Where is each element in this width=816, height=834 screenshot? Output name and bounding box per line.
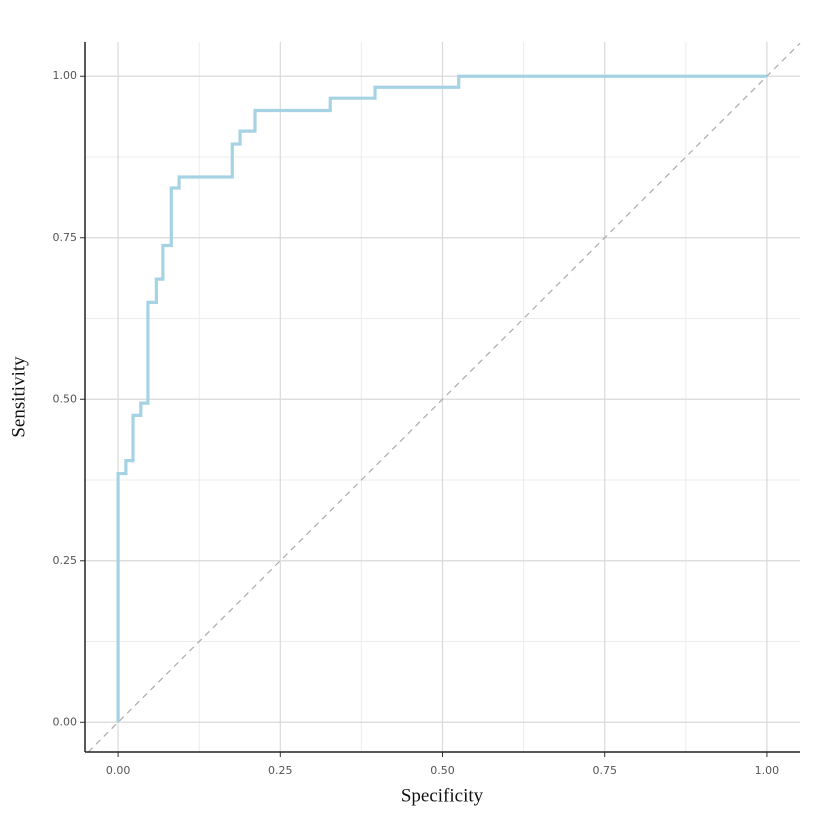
y-axis-title: Sensitivity [8,356,29,438]
x-tick-label: 0.75 [592,764,617,777]
x-tick-label: 0.00 [106,764,131,777]
x-tick-label: 1.00 [755,764,780,777]
roc-curve [116,74,767,723]
reference-line [87,42,801,753]
y-tick-label: 0.50 [53,392,78,405]
y-tick-label: 1.00 [53,69,78,82]
y-tick-label: 0.25 [53,554,78,567]
x-tick-label: 0.25 [268,764,293,777]
x-axis-title: Specificity [401,785,484,806]
y-tick-label: 0.75 [53,231,78,244]
y-tick-label: 0.00 [53,715,78,728]
x-tick-label: 0.50 [430,764,455,777]
